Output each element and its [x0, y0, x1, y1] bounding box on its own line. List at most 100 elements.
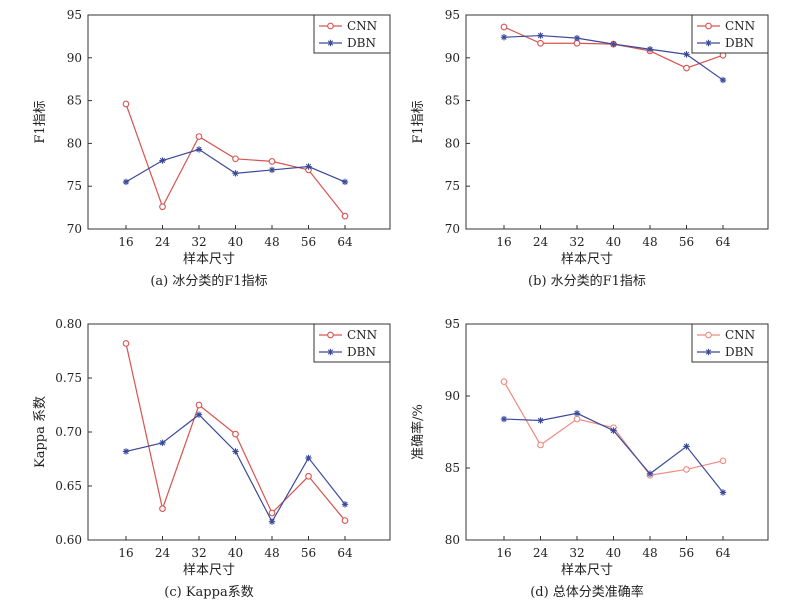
legend-marker	[327, 348, 334, 356]
chart-caption: (a) 冰分类的F1指标	[150, 273, 267, 289]
data-point-dbn	[683, 51, 690, 58]
x-axis-title: 样本尺寸	[183, 252, 235, 267]
data-point-dbn	[646, 46, 654, 53]
legend-box	[313, 323, 391, 363]
x-tick-label: 32	[191, 235, 206, 249]
y-tick-label: 75	[67, 179, 82, 193]
legend-label: CNN	[347, 19, 377, 33]
series-line-dbn	[125, 148, 346, 183]
chart-panel-a: 70 75 80 85 90 95 16 24 32 40 48 56 64 样本尺寸 F1指标 (a) 冰分…	[33, 8, 391, 289]
x-tick-label: 64	[337, 546, 353, 560]
data-point-cnn	[683, 466, 690, 473]
x-tick-label: 56	[301, 546, 316, 560]
data-point-cnn	[159, 203, 166, 211]
x-tick-label: 40	[606, 546, 621, 560]
data-point-dbn	[610, 40, 617, 48]
x-tick-label: 56	[679, 546, 694, 560]
data-point-dbn	[305, 163, 312, 170]
data-point-cnn	[122, 340, 130, 347]
y-tick-label: 95	[445, 317, 460, 331]
legend-label: DBN	[347, 345, 376, 359]
y-axis-title: F1指标	[33, 100, 48, 143]
legend-marker	[327, 39, 334, 47]
data-point-dbn	[268, 166, 276, 174]
legend-marker	[327, 331, 334, 339]
x-tick-label: 16	[496, 235, 511, 249]
x-tick-label: 40	[606, 235, 621, 249]
y-tick-label: 85	[445, 461, 460, 475]
data-point-cnn	[195, 133, 203, 140]
y-tick-label: 85	[445, 94, 460, 108]
data-point-cnn	[537, 441, 544, 449]
data-point-cnn	[268, 158, 276, 165]
legend-box	[691, 14, 769, 54]
data-point-cnn	[341, 212, 349, 220]
legend-label: CNN	[725, 19, 755, 33]
data-point-dbn	[537, 417, 544, 424]
legend-marker	[705, 22, 712, 30]
data-point-cnn	[719, 457, 727, 465]
y-axis-title: Kappa 系数	[33, 396, 48, 468]
legend-box	[313, 14, 391, 54]
x-tick-label: 40	[228, 546, 243, 560]
x-tick-label: 56	[301, 235, 316, 249]
data-point-cnn	[232, 430, 239, 438]
y-tick-label: 70	[445, 222, 460, 236]
data-point-cnn	[341, 517, 349, 524]
x-tick-label: 32	[569, 235, 584, 249]
legend-label: CNN	[347, 328, 377, 342]
data-point-dbn	[232, 170, 239, 177]
legend-marker	[705, 331, 712, 339]
data-point-dbn	[573, 410, 581, 417]
data-point-dbn	[195, 146, 203, 153]
x-tick-label: 64	[715, 235, 731, 249]
y-tick-label: 80	[445, 136, 460, 150]
data-point-dbn	[719, 76, 727, 84]
data-point-dbn	[537, 32, 544, 39]
chart-panel-d: 80 85 90 95 16 24 32 40 48 56 64 样本尺寸 准确率/% (d) 总体分类准…	[410, 317, 769, 600]
y-tick-label: 85	[67, 94, 82, 108]
y-tick-label: 0.60	[55, 533, 82, 547]
data-point-dbn	[159, 439, 166, 446]
y-tick-label: 95	[445, 8, 460, 22]
legend-label: CNN	[725, 328, 755, 342]
data-point-dbn	[646, 470, 654, 477]
x-tick-label: 16	[496, 546, 511, 560]
data-point-dbn	[341, 501, 349, 508]
y-tick-label: 0.65	[55, 479, 82, 493]
y-tick-label: 80	[67, 136, 82, 150]
y-axis-title: F1指标	[411, 100, 426, 143]
data-point-cnn	[195, 401, 203, 409]
data-point-cnn	[268, 509, 276, 517]
data-point-dbn	[719, 489, 727, 496]
y-axis-title: 准确率/%	[410, 404, 426, 460]
data-point-cnn	[159, 505, 166, 513]
data-point-dbn	[341, 178, 349, 186]
y-tick-label: 0.70	[55, 425, 82, 439]
legend-box	[691, 323, 769, 363]
x-tick-label: 48	[642, 235, 657, 249]
y-tick-label: 90	[445, 389, 460, 403]
x-tick-label: 48	[264, 546, 279, 560]
x-tick-label: 40	[228, 235, 243, 249]
data-point-dbn	[268, 518, 276, 525]
data-point-cnn	[500, 378, 508, 385]
legend-marker	[327, 22, 334, 30]
y-tick-label: 95	[67, 8, 82, 22]
data-point-dbn	[573, 34, 581, 42]
plot-frame	[465, 323, 769, 541]
y-tick-label: 80	[445, 533, 460, 547]
x-axis-title: 样本尺寸	[183, 563, 235, 578]
x-tick-label: 24	[533, 235, 549, 249]
chart-caption: (c) Kappa系数	[164, 585, 253, 600]
x-tick-label: 16	[118, 546, 133, 560]
x-tick-label: 56	[679, 235, 694, 249]
x-tick-label: 32	[191, 546, 206, 560]
x-tick-label: 16	[118, 235, 133, 249]
plot-frame	[465, 14, 769, 230]
data-point-dbn	[500, 415, 508, 423]
data-point-cnn	[305, 472, 312, 480]
x-tick-label: 48	[642, 546, 657, 560]
data-point-cnn	[537, 39, 544, 47]
